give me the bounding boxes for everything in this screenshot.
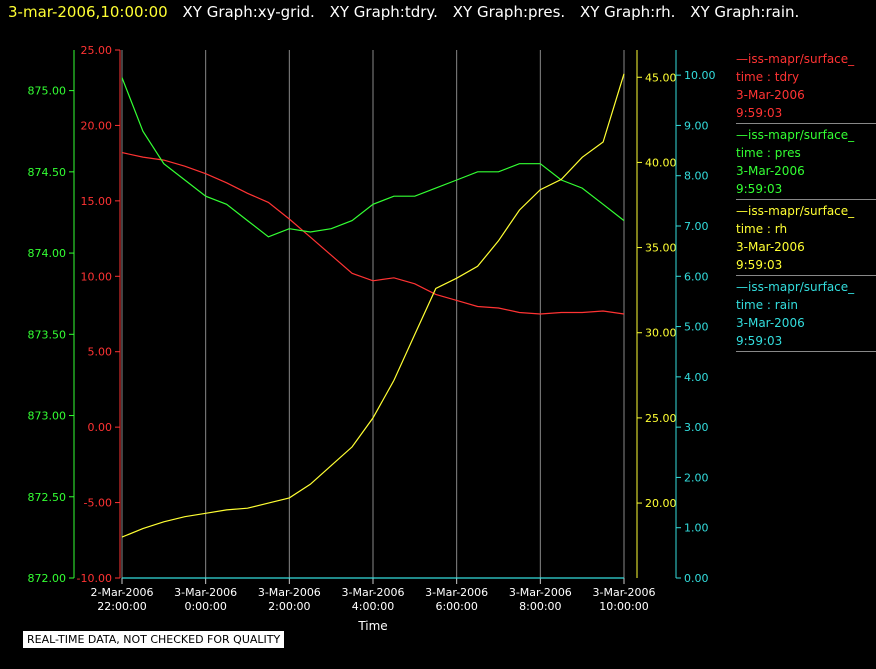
y-tick-label-pres: 875.00 [28,85,67,98]
x-tick-label-time: 8:00:00 [519,600,561,613]
legend-time: 9:59:03 [736,258,783,272]
graph-label-pres[interactable]: XY Graph:pres. [452,3,566,21]
y-tick-label-rh: 25.00 [645,412,677,425]
legend-field: time : rh [736,222,788,236]
y-tick-label-rain: 8.00 [684,170,709,183]
y-tick-label-rain: 2.00 [684,471,709,484]
y-tick-label-rain: 5.00 [684,321,709,334]
legend-date: 3-Mar-2006 [736,240,805,254]
y-tick-label-tdry: 15.00 [81,195,113,208]
series-line-rh [121,73,625,538]
y-tick-label-rain: 1.00 [684,522,709,535]
quality-notice: REAL-TIME DATA, NOT CHECKED FOR QUALITY [22,630,286,649]
legend-time: 9:59:03 [736,106,783,120]
y-tick-label-rain: 0.00 [684,572,709,585]
legend-entry-tdry[interactable]: —iss-mapr/surface_ time : tdry 3-Mar-200… [736,50,876,124]
x-tick-label-time: 6:00:00 [435,600,477,613]
legend-entry-pres[interactable]: —iss-mapr/surface_ time : pres 3-Mar-200… [736,126,876,200]
legend-date: 3-Mar-2006 [736,164,805,178]
y-tick-label-rh: 45.00 [645,71,677,84]
y-tick-label-tdry: -5.00 [84,497,112,510]
x-tick-label-time: 2:00:00 [268,600,310,613]
y-tick-label-pres: 873.00 [28,410,67,423]
y-tick-label-pres: 874.50 [28,166,67,179]
legend-date: 3-Mar-2006 [736,316,805,330]
y-tick-label-rain: 7.00 [684,220,709,233]
y-tick-label-tdry: 5.00 [88,346,113,359]
x-tick-label-date: 3-Mar-2006 [425,586,488,599]
graph-label-tdry[interactable]: XY Graph:tdry. [329,3,438,21]
y-tick-label-rain: 4.00 [684,371,709,384]
x-tick-label-time: 0:00:00 [184,600,226,613]
y-tick-label-rh: 40.00 [645,156,677,169]
y-tick-label-rh: 20.00 [645,497,677,510]
legend-entry-rain[interactable]: —iss-mapr/surface_ time : rain 3-Mar-200… [736,278,876,352]
series-line-tdry [121,152,625,315]
x-tick-label-date: 3-Mar-2006 [342,586,405,599]
legend-series-name: —iss-mapr/surface_ [736,204,855,218]
y-tick-label-rain: 10.00 [684,69,716,82]
x-tick-label-date: 3-Mar-2006 [174,586,237,599]
y-tick-label-rain: 6.00 [684,270,709,283]
x-tick-label-date: 3-Mar-2006 [258,586,321,599]
x-tick-label-time: 10:00:00 [599,600,648,613]
y-tick-label-pres: 873.50 [28,328,67,341]
y-tick-label-tdry: 25.00 [81,44,113,57]
legend-series-name: —iss-mapr/surface_ [736,52,855,66]
legend-field: time : rain [736,298,799,312]
x-tick-label-time: 22:00:00 [97,600,146,613]
x-axis-label: Time [357,619,387,633]
y-tick-label-rh: 30.00 [645,327,677,340]
legend-time: 9:59:03 [736,182,783,196]
y-tick-label-rain: 9.00 [684,119,709,132]
y-tick-label-tdry: 20.00 [81,119,113,132]
legend-field: time : tdry [736,70,800,84]
header-timestamp: 3-mar-2006,10:00:00 [8,3,168,21]
y-tick-label-pres: 874.00 [28,247,67,260]
y-tick-label-pres: 872.00 [28,572,67,585]
y-tick-label-rh: 35.00 [645,242,677,255]
legend-field: time : pres [736,146,801,160]
x-tick-label-time: 4:00:00 [352,600,394,613]
graph-label-xy-grid[interactable]: XY Graph:xy-grid. [182,3,315,21]
legend-series-name: —iss-mapr/surface_ [736,128,855,142]
y-tick-label-tdry: 10.00 [81,270,113,283]
y-tick-label-tdry: -10.00 [77,572,112,585]
graph-label-rh[interactable]: XY Graph:rh. [579,3,676,21]
series-line-pres [121,77,625,238]
x-tick-label-date: 3-Mar-2006 [593,586,656,599]
legend: —iss-mapr/surface_ time : tdry 3-Mar-200… [736,50,876,354]
header-bar: 3-mar-2006,10:00:00 XY Graph:xy-grid. XY… [8,3,799,21]
x-tick-label-date: 2-Mar-2006 [91,586,154,599]
legend-series-name: —iss-mapr/surface_ [736,280,855,294]
y-tick-label-tdry: 0.00 [88,421,113,434]
y-tick-label-rain: 3.00 [684,421,709,434]
legend-date: 3-Mar-2006 [736,88,805,102]
legend-time: 9:59:03 [736,334,783,348]
y-tick-label-pres: 872.50 [28,491,67,504]
legend-entry-rh[interactable]: —iss-mapr/surface_ time : rh 3-Mar-2006 … [736,202,876,276]
x-tick-label-date: 3-Mar-2006 [509,586,572,599]
graph-label-rain[interactable]: XY Graph:rain. [690,3,800,21]
